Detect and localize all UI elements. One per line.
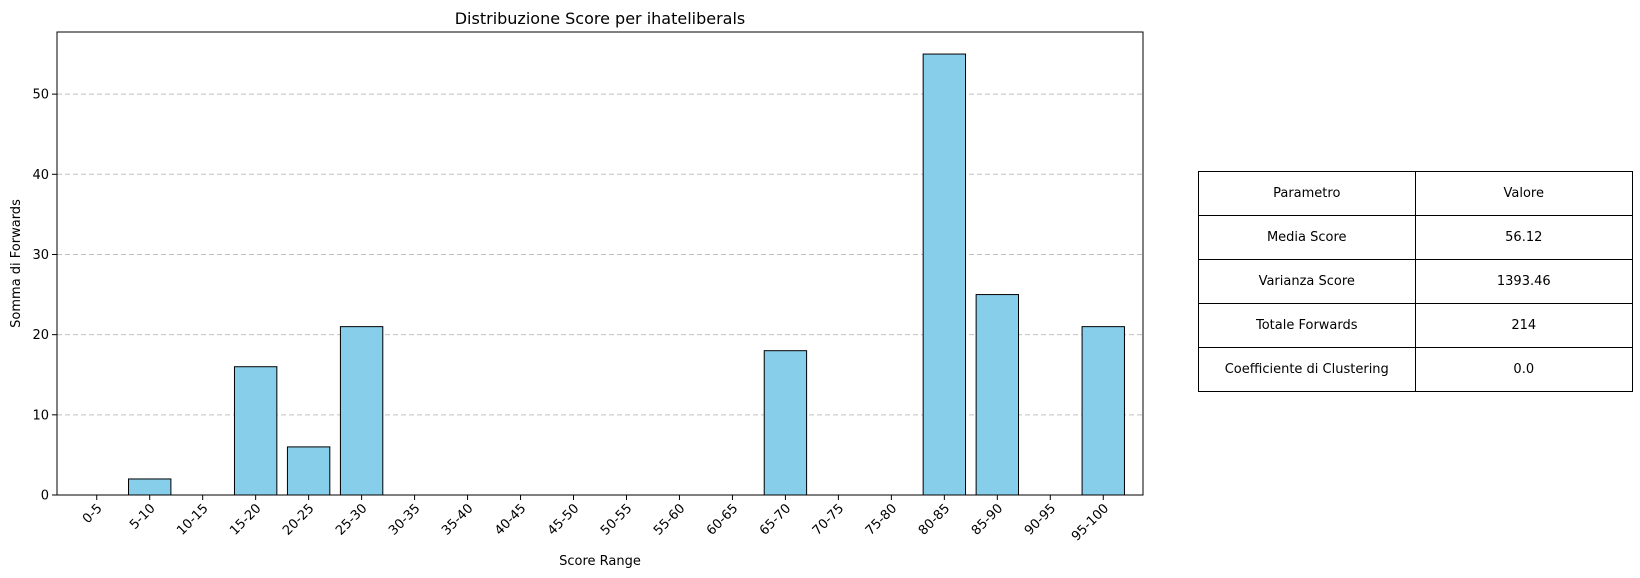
x-tick-label: 85-90	[969, 501, 1006, 538]
bar	[975, 294, 1020, 496]
table-cell-param: Varianza Score	[1198, 259, 1416, 304]
x-tick-label: 90-95	[1022, 501, 1059, 538]
table-cell-value: 214	[1414, 303, 1634, 348]
y-tick-label: 10	[32, 408, 49, 423]
table-header-param: Parametro	[1198, 171, 1416, 216]
y-tick-label: 50	[32, 88, 49, 103]
y-axis-label: Somma di Forwards	[9, 199, 24, 328]
bars	[128, 53, 1125, 496]
x-tick-label: 20-25	[280, 501, 317, 538]
table-cell-value: 0.0	[1414, 347, 1634, 392]
x-tick-label: 35-40	[439, 501, 476, 538]
x-tick-label: 80-85	[916, 501, 953, 538]
x-tick-label: 50-55	[598, 501, 635, 538]
table-cell-value: 56.12	[1414, 215, 1634, 260]
table-row: Media Score 56.12	[1198, 215, 1634, 260]
table-header-value: Valore	[1414, 171, 1634, 216]
bar	[763, 350, 808, 496]
x-tick-label: 10-15	[174, 501, 211, 538]
x-axis: 0-5 5-10 10-15 15-20 20-25 25-30 30-35 35-40 40-…	[80, 495, 1112, 544]
bar	[922, 53, 967, 496]
y-tick-label: 20	[32, 328, 49, 343]
table-cell-param: Totale Forwards	[1198, 303, 1416, 348]
x-tick-label: 75-80	[863, 501, 900, 538]
x-tick-label: 40-45	[492, 501, 529, 538]
bar	[128, 478, 172, 496]
bar	[286, 446, 331, 496]
table-cell-param: Media Score	[1198, 215, 1416, 260]
bar	[1081, 326, 1125, 496]
table-cell-value: 1393.46	[1414, 259, 1634, 304]
x-tick-label: 25-30	[333, 501, 370, 538]
table-row: Coefficiente di Clustering 0.0	[1198, 347, 1634, 392]
x-tick-label: 60-65	[704, 501, 741, 538]
x-axis-label: Score Range	[559, 554, 641, 569]
x-tick-label: 65-70	[757, 501, 794, 538]
x-tick-label: 30-35	[386, 501, 423, 538]
chart-title: Distribuzione Score per ihateliberals	[455, 9, 746, 28]
table-row: Varianza Score 1393.46	[1198, 259, 1634, 304]
x-tick-label: 55-60	[651, 501, 688, 538]
x-tick-label: 45-50	[545, 501, 582, 538]
x-tick-label: 0-5	[80, 501, 106, 527]
table-header-row: Parametro Valore	[1198, 171, 1634, 216]
y-tick-label: 30	[32, 248, 49, 263]
stats-table: Parametro Valore Media Score 56.12 Varia…	[1198, 171, 1634, 392]
y-tick-label: 40	[32, 168, 49, 183]
bar	[339, 326, 384, 496]
bar	[233, 366, 278, 496]
plot-frame	[56, 31, 1144, 496]
table-cell-param: Coefficiente di Clustering	[1198, 347, 1416, 392]
x-tick-label: 15-20	[227, 501, 264, 538]
y-tick-label: 0	[41, 489, 49, 504]
y-axis: 0 10 20 30 40 50	[32, 88, 57, 504]
x-tick-label: 5-10	[127, 501, 158, 532]
x-tick-label: 70-75	[810, 501, 847, 538]
table-row: Totale Forwards 214	[1198, 303, 1634, 348]
x-tick-label: 95-100	[1069, 501, 1112, 544]
